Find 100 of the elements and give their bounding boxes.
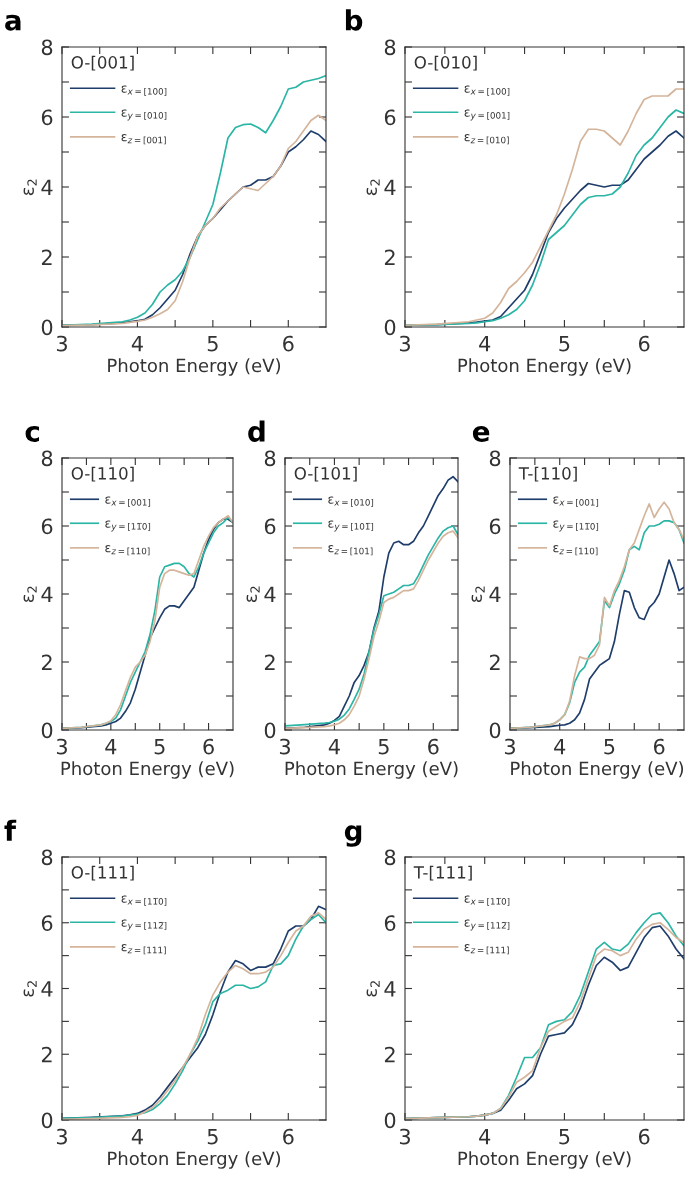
x-tick-label: 3 [56,1128,67,1145]
chart-title: a [5,14,21,31]
x-tick-label: 5 [207,335,218,352]
legend-title: T-[111] [413,865,472,881]
chart-title: d [248,420,265,442]
legend-label: ε$_{z=[111]}$ [464,944,509,955]
y-tick-label: 0 [41,722,53,739]
x-tick-label: 5 [154,738,165,755]
x-tick-label: 5 [207,1128,218,1145]
y-tick-label: 0 [489,722,501,739]
x-tick-label: 4 [131,1128,143,1145]
legend-label: ε$_{y=[001]}$ [464,109,510,121]
y-tick-label: 4 [41,586,53,602]
legend-label: ε$_{x=[001]}$ [105,496,151,507]
y-axis-title: ε$_{2}$ [246,586,260,603]
x-tick-label: 6 [653,738,665,755]
x-axis-title: Photon Energy (eV) [511,761,684,779]
y-tick-label: 6 [41,915,53,931]
legend-title: O-[111] [71,865,134,881]
x-tick-label: 6 [203,738,214,755]
chart-title: b [345,9,363,31]
x-tick-label: 6 [283,335,294,352]
y-tick-label: 4 [384,981,396,997]
legend-label: ε$_{x=[001]}$ [553,496,599,507]
y-tick-label: 4 [384,179,396,195]
y-tick-label: 2 [264,654,275,670]
x-tick-label: 3 [279,738,290,755]
y-tick-label: 2 [489,654,500,670]
y-axis-title: ε$_{2}$ [366,981,380,997]
y-tick-label: 0 [41,319,53,336]
y-tick-label: 8 [384,849,396,866]
y-tick-label: 0 [384,1112,396,1129]
x-tick-label: 4 [105,738,117,755]
legend-title: O-[010] [414,55,477,71]
legend-label: ε$_{x=[100]}$ [464,85,510,96]
y-tick-label: 6 [384,109,396,126]
legend-label: ε$_{y=[101̅]}$ [328,520,374,532]
x-tick-label: 4 [554,738,566,755]
legend-label: ε$_{y=[112̅]}$ [121,919,167,931]
y-axis-title: ε$_{2}$ [471,586,485,603]
x-tick-label: 3 [399,1128,410,1145]
y-tick-label: 2 [41,654,52,670]
x-tick-label: 4 [131,335,143,352]
y-tick-label: 0 [384,319,396,336]
y-tick-label: 6 [264,518,276,535]
x-tick-label: 6 [283,1128,294,1145]
x-axis-title: Photon Energy (eV) [61,761,234,779]
x-tick-label: 5 [378,738,389,755]
legend-label: ε$_{z=[110]}$ [553,545,598,556]
legend-label: ε$_{y=[11̅0]}$ [553,520,599,532]
y-tick-label: 6 [41,109,53,126]
chart-title: f [4,819,17,841]
x-axis-title: Photon Energy (eV) [285,761,458,779]
legend-label: ε$_{x=[010]}$ [328,496,374,507]
chart-title: e [472,425,490,442]
y-tick-label: 2 [384,1046,395,1063]
legend-label: ε$_{z=[101]}$ [328,545,373,556]
x-axis-title: Photon Energy (eV) [458,358,631,376]
x-tick-label: 5 [604,738,615,755]
legend-label: ε$_{z=[110]}$ [105,545,150,556]
y-tick-label: 4 [489,586,501,602]
y-tick-label: 2 [41,249,52,265]
y-tick-label: 8 [264,450,276,467]
y-tick-label: 4 [41,981,53,997]
y-tick-label: 8 [384,39,396,56]
legend-label: ε$_{y=[010]}$ [121,109,167,121]
y-tick-label: 6 [489,518,501,535]
x-tick-label: 3 [504,738,515,755]
y-axis-title: ε$_{2}$ [23,179,37,196]
chart-title: c [25,425,39,442]
legend-label: ε$_{z=[010]}$ [464,134,509,145]
x-axis-title: Photon Energy (eV) [108,1151,281,1169]
y-tick-label: 4 [264,586,276,602]
y-tick-label: 8 [41,39,53,56]
x-tick-label: 6 [428,738,439,755]
chart-title: g [344,825,362,847]
x-axis-title: Photon Energy (eV) [458,1151,631,1169]
legend-label: ε$_{y=[112̅]}$ [464,919,510,931]
y-tick-label: 8 [41,450,53,467]
legend-label: ε$_{z=[001]}$ [121,134,166,145]
x-tick-label: 3 [56,335,67,352]
y-tick-label: 6 [384,915,396,931]
y-tick-label: 8 [41,849,53,866]
y-tick-label: 2 [384,249,395,265]
legend-label: ε$_{z=[111]}$ [121,944,166,955]
legend-title: O-[001] [71,55,134,71]
y-tick-label: 4 [41,179,53,195]
legend-label: ε$_{x=[11̅0]}$ [121,895,167,906]
legend-label: ε$_{x=[100]}$ [121,85,167,96]
legend-title: O-[110] [71,466,134,482]
x-axis-title: Photon Energy (eV) [108,358,281,376]
x-tick-label: 6 [638,1128,650,1145]
y-tick-label: 0 [264,722,276,739]
x-tick-label: 3 [399,335,410,352]
y-axis-title: ε$_{2}$ [366,179,380,196]
legend-title: T-[110] [518,466,577,482]
y-axis-title: ε$_{2}$ [23,981,37,997]
y-axis-title: ε$_{2}$ [23,586,37,603]
y-tick-label: 8 [489,450,501,467]
x-tick-label: 6 [638,335,650,352]
